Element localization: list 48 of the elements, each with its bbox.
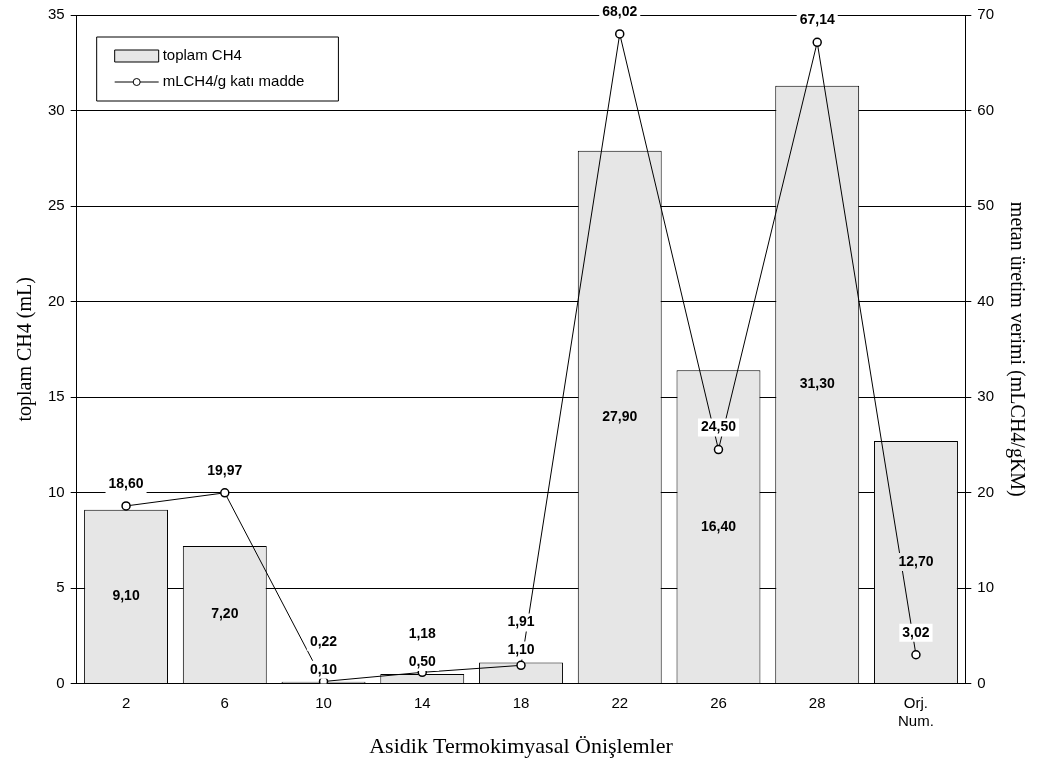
- y-tick-label: 0: [56, 673, 65, 691]
- y-tick-label: 10: [48, 482, 65, 500]
- x-axis-title: Asidik Termokimyasal Önişlemler: [369, 732, 674, 758]
- y-tick-label: 30: [48, 100, 65, 118]
- y2-axis-title: metan üretim verimi (mLCH4/gKM): [1005, 201, 1029, 497]
- x-tick-label: 2: [121, 693, 131, 711]
- data-label: 12,70: [898, 552, 934, 569]
- data-label: 3,02: [902, 623, 930, 640]
- data-label: 1,18: [408, 624, 437, 641]
- y2-tick-label: 0: [977, 673, 986, 691]
- y2-tick-label: 40: [977, 291, 994, 309]
- data-label: 27,90: [602, 407, 638, 424]
- y2-tick-label: 30: [977, 387, 994, 405]
- y-tick-label: 5: [56, 578, 65, 596]
- y-tick-label: 15: [48, 387, 65, 405]
- x-tick-label: 6: [220, 693, 229, 711]
- data-label: 19,97: [207, 461, 243, 478]
- data-label: 7,20: [211, 605, 239, 622]
- y-tick-label: 25: [48, 196, 65, 214]
- data-label: 24,50: [700, 418, 737, 435]
- data-label: 0,10: [309, 660, 338, 677]
- y2-tick-label: 50: [977, 196, 994, 214]
- data-label: 9,10: [112, 587, 140, 604]
- x-tick-label: 28: [808, 693, 826, 711]
- data-label: 67,14: [799, 11, 835, 28]
- legend-label: mLCH4/g katı madde: [162, 72, 305, 90]
- y-tick-label: 20: [48, 291, 65, 309]
- data-label: 18,60: [108, 474, 144, 491]
- data-label: 31,30: [799, 375, 835, 392]
- data-label: 68,02: [602, 2, 638, 19]
- data-label: 0,22: [309, 632, 338, 649]
- data-label: 1,10: [507, 641, 535, 658]
- x-tick-label: 10: [315, 693, 332, 711]
- legend-label: toplam CH4: [162, 46, 242, 64]
- y2-tick-label: 20: [977, 482, 994, 500]
- y-tick-label: 35: [48, 5, 65, 23]
- x-tick-label: 18: [512, 693, 530, 711]
- y2-tick-label: 60: [977, 100, 994, 118]
- data-label: 16,40: [700, 517, 737, 534]
- data-label: 1,91: [507, 613, 535, 630]
- x-tick-label: 22: [611, 693, 629, 711]
- x-tick-label: Orj. Num.: [898, 693, 934, 729]
- y2-tick-label: 70: [977, 5, 994, 23]
- x-tick-label: 26: [710, 693, 727, 711]
- y-axis-title: toplam CH4 (mL): [13, 277, 37, 422]
- data-label: 0,50: [408, 652, 437, 669]
- y2-tick-label: 10: [977, 578, 994, 596]
- x-tick-label: 14: [413, 693, 431, 711]
